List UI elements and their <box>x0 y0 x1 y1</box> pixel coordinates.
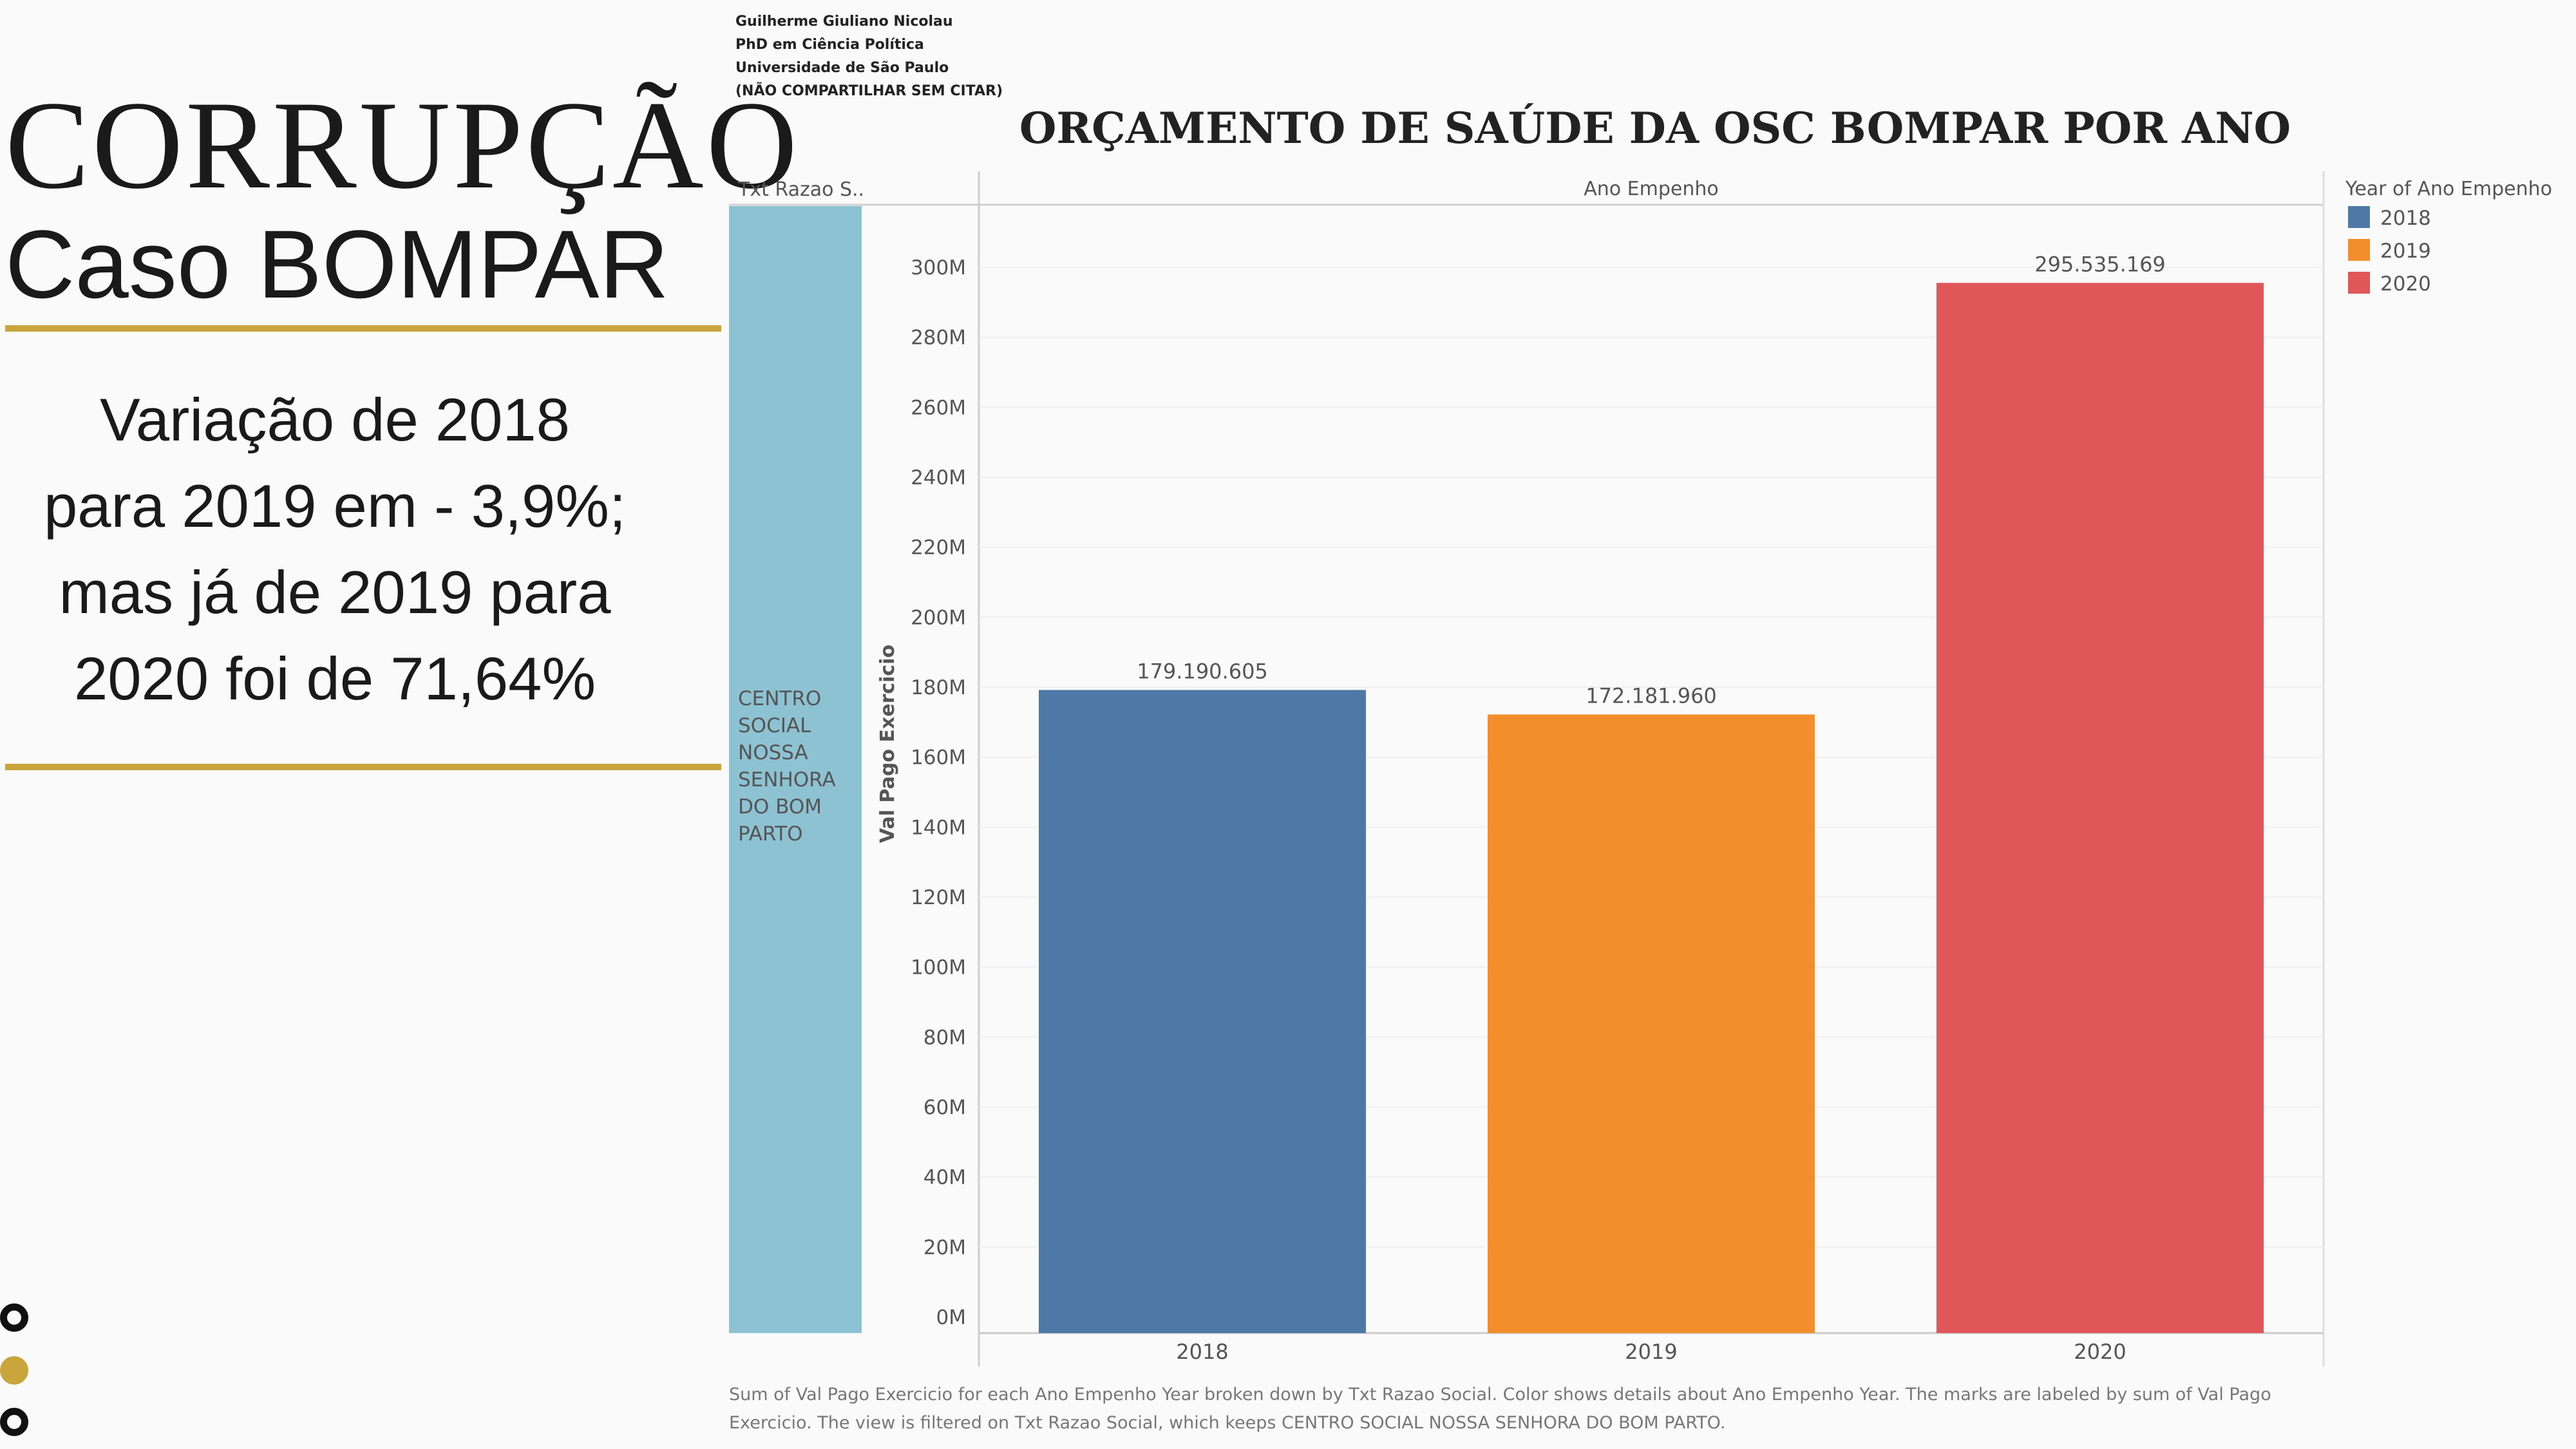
summary-line-4: 2020 foi de 71,64% <box>73 645 596 712</box>
slide-text-panel: CORRUPÇÃO Caso BOMPAR Variação de 2018 p… <box>0 0 797 1449</box>
x-tick-label: 2019 <box>1625 1340 1677 1364</box>
summary-line-3: mas já de 2019 para <box>59 558 611 626</box>
summary-line-2: para 2019 em - 3,9%; <box>44 472 626 540</box>
bar-value-label: 295.535.169 <box>2034 252 2166 276</box>
x-tick-label: 2020 <box>2074 1340 2126 1364</box>
y-tick-label: 100M <box>911 956 966 980</box>
x-axis-ticks: 2018 2019 2020 <box>1176 1340 2126 1364</box>
row-header: Txt Razao S.. <box>737 178 864 201</box>
row-label-line: CENTRO <box>738 687 821 710</box>
outline-dot-icon <box>0 1408 28 1436</box>
bar-2020 <box>1937 283 2264 1333</box>
legend-entry: 2019 <box>2380 240 2431 263</box>
y-tick-label: 80M <box>923 1026 966 1049</box>
y-tick-label: 240M <box>911 466 966 489</box>
y-tick-label: 280M <box>911 327 966 350</box>
row-label-line: NOSSA <box>738 741 808 764</box>
y-axis-label: Val Pago Exercicio <box>876 645 899 843</box>
author-notice: (NÃO COMPARTILHAR SEM CITAR) <box>735 83 1003 99</box>
bar-value-label: 172.181.960 <box>1586 683 1717 708</box>
x-tick-label: 2018 <box>1176 1340 1228 1364</box>
divider-top <box>5 325 721 332</box>
filled-dot-icon <box>0 1356 28 1385</box>
chart-title: ORÇAMENTO DE SAÚDE DA OSC BOMPAR POR ANO <box>1019 103 2291 153</box>
y-tick-label: 60M <box>923 1096 966 1119</box>
bar-value-label: 179.190.605 <box>1137 659 1268 683</box>
y-tick-label: 40M <box>923 1166 966 1189</box>
outline-dot-icon <box>0 1303 28 1332</box>
row-label-line: PARTO <box>738 822 803 846</box>
author-credit: Guilherme Giuliano Nicolau PhD em Ciênci… <box>735 10 1003 103</box>
legend-entry: 2020 <box>2380 272 2431 296</box>
row-label: CENTRO SOCIAL NOSSA SENHORA DO BOM PARTO <box>738 687 836 846</box>
y-tick-label: 180M <box>911 676 966 699</box>
y-tick-label: 300M <box>911 256 966 279</box>
row-label-line: SENHORA <box>738 768 836 791</box>
y-tick-label: 160M <box>911 746 966 770</box>
legend-entry: 2018 <box>2380 207 2431 230</box>
y-tick-label: 220M <box>911 536 966 560</box>
row-label-line: SOCIAL <box>738 714 811 737</box>
legend-swatch <box>2348 272 2370 294</box>
slide-subtitle: Caso BOMPAR <box>5 210 669 318</box>
divider-bottom <box>5 764 721 770</box>
chart-footnote: Sum of Val Pago Exercicio for each Ano E… <box>729 1385 2271 1433</box>
legend-swatch <box>2348 206 2370 228</box>
row-band <box>729 206 862 1333</box>
y-tick-label: 140M <box>911 816 966 839</box>
row-label-line: DO BOM <box>738 795 822 819</box>
y-tick-label: 200M <box>911 606 966 629</box>
bar-2019 <box>1488 714 1815 1333</box>
author-university: Universidade de São Paulo <box>735 60 949 76</box>
author-name: Guilherme Giuliano Nicolau <box>735 14 953 30</box>
y-axis-ticks: 0M 20M 40M 60M 80M 100M 120M 140M 160M 180M 200M 22… <box>911 256 966 1329</box>
legend-swatch <box>2348 239 2370 261</box>
y-tick-label: 20M <box>923 1236 966 1259</box>
summary-line-1: Variação de 2018 <box>100 386 570 453</box>
y-tick-label: 0M <box>936 1306 966 1329</box>
column-header: Ano Empenho <box>1584 178 1719 200</box>
y-tick-label: 260M <box>911 396 966 419</box>
y-tick-label: 120M <box>911 886 966 909</box>
legend: 2018 2019 2020 <box>2348 206 2431 296</box>
legend-title: Year of Ano Empenho <box>2345 178 2552 200</box>
bars: 179.190.605 172.181.960 295.535.169 <box>1039 252 2264 1333</box>
slide-title: CORRUPÇÃO <box>5 75 800 215</box>
bar-2018 <box>1039 690 1366 1333</box>
variation-summary: Variação de 2018 para 2019 em - 3,9%; ma… <box>13 377 657 722</box>
author-degree: PhD em Ciência Política <box>735 37 924 53</box>
